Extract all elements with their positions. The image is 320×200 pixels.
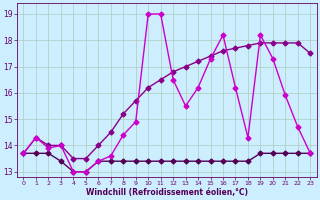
X-axis label: Windchill (Refroidissement éolien,°C): Windchill (Refroidissement éolien,°C)	[86, 188, 248, 197]
